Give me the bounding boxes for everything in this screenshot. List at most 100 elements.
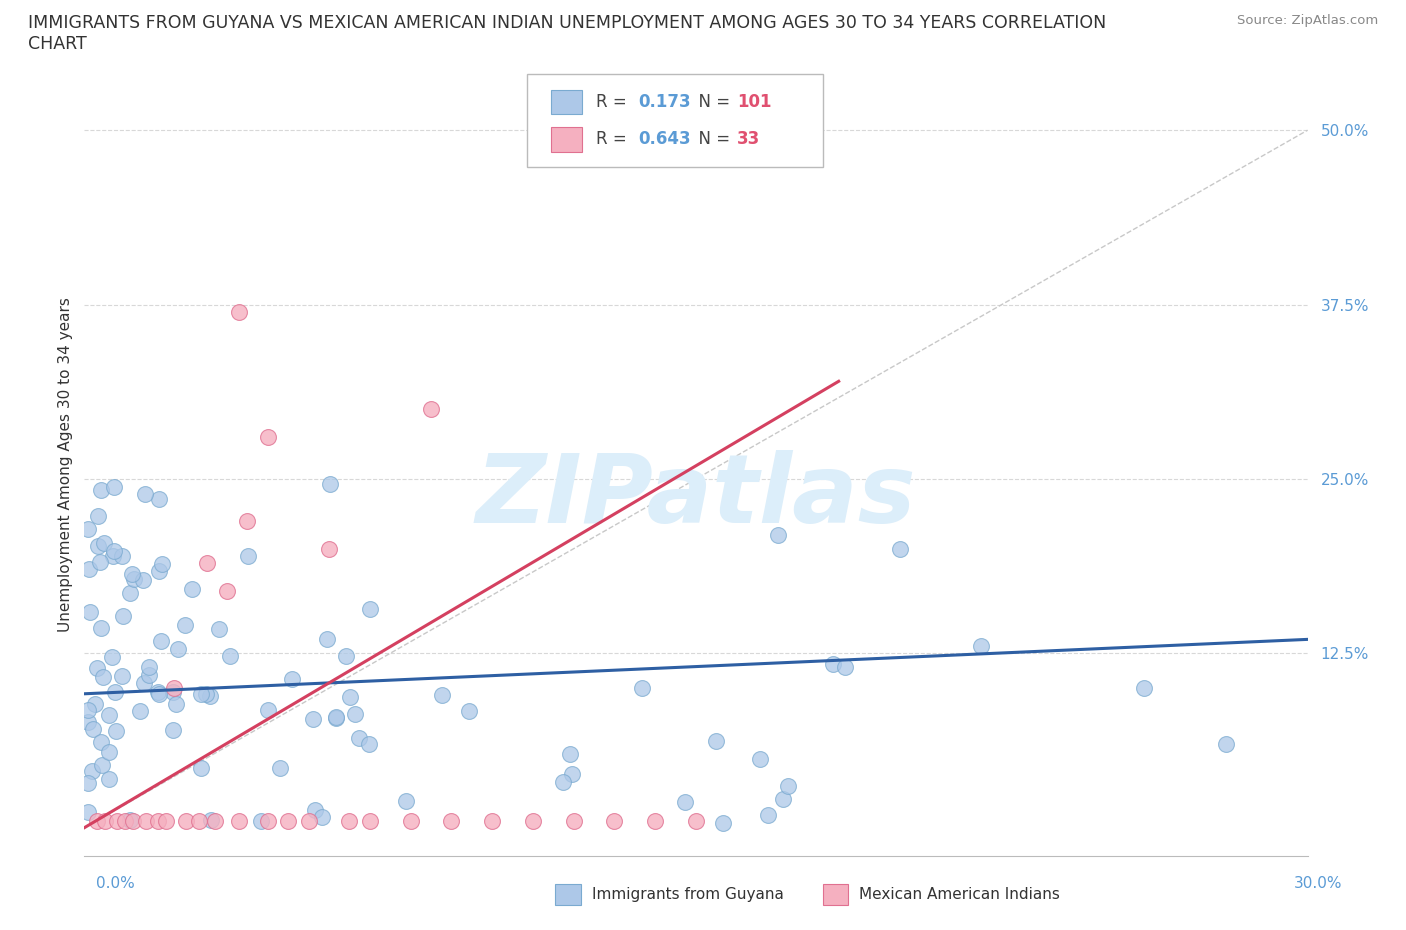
Point [339, 690, 361, 705]
Point [91, 757, 114, 772]
Point [149, 634, 172, 649]
Point [165, 697, 187, 711]
Point [311, 809, 333, 824]
Point [603, 813, 626, 829]
Point [551, 775, 574, 790]
Point [77, 715, 100, 730]
Text: N =: N = [688, 93, 735, 112]
Point [86, 661, 108, 676]
Point [132, 572, 155, 587]
Point [87, 509, 110, 524]
Point [87, 538, 110, 553]
Point [90, 483, 112, 498]
Point [148, 491, 170, 506]
Point [150, 556, 173, 571]
Point [821, 657, 844, 671]
Point [339, 813, 361, 829]
Point [77, 562, 100, 577]
Point [77, 804, 100, 819]
Point [146, 684, 169, 699]
Point [93, 536, 115, 551]
Point [163, 681, 186, 696]
Point [772, 791, 794, 806]
Point [134, 487, 156, 502]
Point [359, 737, 381, 751]
Point [134, 675, 156, 690]
Point [430, 687, 453, 702]
Point [90, 620, 112, 635]
Text: 101: 101 [737, 93, 772, 112]
Point [281, 671, 304, 686]
Point [325, 709, 347, 724]
Text: 30.0%: 30.0% [1295, 876, 1343, 891]
Point [146, 813, 169, 829]
Point [440, 813, 463, 829]
Point [277, 813, 299, 829]
Point [190, 761, 212, 776]
Point [91, 670, 114, 684]
Point [269, 760, 291, 775]
Point [105, 724, 128, 738]
Point [103, 480, 125, 495]
Point [204, 813, 226, 829]
Point [208, 622, 231, 637]
Point [257, 813, 280, 829]
Point [766, 527, 789, 542]
Point [420, 402, 443, 417]
Point [138, 659, 160, 674]
Text: 0.173: 0.173 [638, 93, 690, 112]
Point [1215, 737, 1237, 751]
Point [325, 711, 347, 725]
Point [103, 543, 125, 558]
Point [399, 813, 422, 829]
Point [347, 730, 370, 745]
Point [174, 813, 197, 829]
Point [162, 684, 184, 699]
Point [200, 813, 222, 828]
Point [1133, 681, 1156, 696]
Point [110, 549, 132, 564]
Point [748, 751, 770, 766]
Point [111, 669, 134, 684]
Point [129, 704, 152, 719]
Point [250, 814, 273, 829]
Point [756, 807, 779, 822]
Point [86, 813, 108, 829]
Point [155, 813, 177, 829]
Text: CHART: CHART [28, 35, 87, 53]
Point [219, 648, 242, 663]
Text: ZIPatlas: ZIPatlas [475, 450, 917, 543]
Point [630, 681, 652, 696]
Point [135, 813, 157, 829]
Point [195, 686, 218, 701]
Point [97, 771, 120, 786]
Point [304, 803, 326, 817]
Point [77, 775, 100, 790]
Text: 0.0%: 0.0% [96, 876, 135, 891]
Text: Immigrants from Guyana: Immigrants from Guyana [592, 887, 783, 902]
Point [673, 794, 696, 809]
Point [148, 687, 170, 702]
Text: Source: ZipAtlas.com: Source: ZipAtlas.com [1237, 14, 1378, 27]
Point [685, 813, 707, 829]
Point [111, 608, 134, 623]
Point [315, 631, 337, 646]
Text: 33: 33 [737, 130, 761, 149]
Point [148, 564, 170, 578]
Point [195, 555, 218, 570]
Text: R =: R = [596, 93, 633, 112]
Text: 0.643: 0.643 [638, 130, 690, 149]
Point [101, 650, 124, 665]
Point [217, 583, 239, 598]
Point [318, 541, 340, 556]
Point [335, 648, 357, 663]
Point [82, 721, 104, 736]
Point [104, 684, 127, 699]
Point [228, 304, 250, 319]
Point [458, 704, 481, 719]
Point [93, 813, 115, 829]
Point [198, 689, 221, 704]
Point [236, 513, 259, 528]
Text: Mexican American Indians: Mexican American Indians [859, 887, 1060, 902]
Point [644, 813, 666, 829]
